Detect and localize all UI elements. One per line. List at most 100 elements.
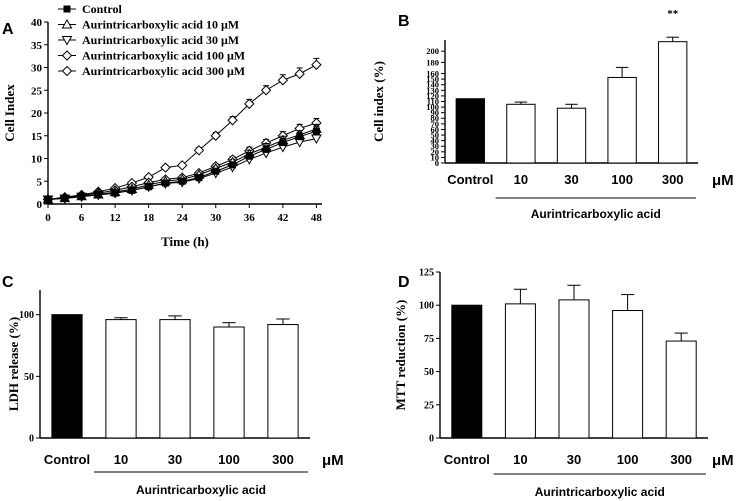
group-label: Aurintricarboxylic acid bbox=[535, 485, 665, 499]
bar-10 bbox=[504, 303, 536, 439]
legend-label: Aurintricarboxylic acid 300 μM bbox=[82, 64, 245, 78]
y-tick-label: 70 bbox=[431, 119, 440, 129]
y-tick-label: 125 bbox=[419, 268, 434, 279]
series-0 bbox=[44, 126, 320, 203]
y-tick-label: 5 bbox=[37, 176, 43, 188]
y-tick-label: 100 bbox=[419, 301, 434, 312]
y-tick-label: 10 bbox=[31, 154, 43, 166]
data-point bbox=[294, 68, 305, 80]
data-point bbox=[260, 85, 272, 96]
y-tick-label: 0 bbox=[29, 434, 34, 445]
data-point bbox=[94, 191, 102, 199]
y-tick-label: 25 bbox=[31, 85, 43, 97]
legend-label: Aurintricarboxylic acid 10 μM bbox=[82, 18, 239, 32]
category-label: 100 bbox=[617, 452, 639, 467]
y-tick-label: 30 bbox=[431, 141, 440, 151]
x-tick-label: 30 bbox=[210, 212, 222, 224]
y-tick-label: 180 bbox=[426, 57, 439, 67]
y-tick-label: 40 bbox=[31, 17, 43, 29]
category-label: Control bbox=[44, 452, 90, 467]
legend-marker bbox=[63, 5, 71, 13]
y-tick-label: 150 bbox=[426, 74, 439, 84]
y-tick-label: 75 bbox=[424, 334, 434, 345]
y-tick-label: 20 bbox=[31, 108, 43, 120]
bar-100 bbox=[612, 310, 644, 439]
unit-label: μM bbox=[322, 452, 344, 469]
data-point bbox=[176, 160, 188, 171]
y-tick-label: 130 bbox=[426, 85, 439, 95]
panel-label: D bbox=[398, 274, 410, 291]
data-point bbox=[160, 162, 171, 173]
y-tick-label: 80 bbox=[431, 113, 440, 123]
data-point bbox=[311, 59, 322, 70]
x-tick-label: 36 bbox=[244, 212, 256, 224]
bar-Control bbox=[451, 304, 483, 439]
y-axis-title: Cell Index bbox=[2, 84, 17, 142]
bar-Control bbox=[51, 314, 83, 439]
bar-30 bbox=[556, 107, 587, 164]
data-point bbox=[262, 145, 270, 153]
category-label: 30 bbox=[168, 452, 182, 467]
data-point bbox=[296, 133, 304, 141]
x-tick-label: 6 bbox=[79, 212, 85, 224]
panel-d-bar-chart: D 0 25 50 75 100 125 MTT reduction (%) Control 10… bbox=[393, 268, 734, 500]
data-point bbox=[178, 177, 186, 185]
data-point bbox=[161, 179, 169, 187]
y-tick-label: 35 bbox=[31, 40, 43, 52]
panel-label: C bbox=[2, 274, 14, 291]
significance-marker: ** bbox=[667, 8, 679, 20]
data-point bbox=[193, 145, 205, 156]
x-tick-label: 0 bbox=[45, 212, 51, 224]
legend-marker bbox=[61, 65, 73, 77]
category-label: Control bbox=[447, 172, 493, 187]
bar-300 bbox=[665, 340, 697, 439]
bar-100 bbox=[607, 76, 637, 164]
y-tick-label: 0 bbox=[37, 199, 43, 211]
bar-300 bbox=[267, 324, 299, 439]
x-axis-title: Time (h) bbox=[161, 234, 209, 249]
data-point bbox=[244, 98, 255, 110]
y-tick-label: 100 bbox=[426, 102, 439, 112]
y-tick-label: 0 bbox=[429, 434, 434, 445]
data-point bbox=[312, 127, 320, 135]
category-label: 10 bbox=[513, 452, 527, 467]
data-point bbox=[311, 134, 322, 144]
category-label: 300 bbox=[272, 452, 294, 467]
category-label: 30 bbox=[564, 172, 578, 187]
y-axis-title: LDH release (%) bbox=[6, 317, 21, 411]
y-tick-label: 0 bbox=[435, 158, 439, 168]
data-point bbox=[245, 152, 253, 160]
legend-label: Aurintricarboxylic acid 100 μM bbox=[82, 49, 245, 63]
x-tick-label: 24 bbox=[177, 212, 189, 224]
y-tick-label: 160 bbox=[426, 69, 439, 79]
legend-label: Aurintricarboxylic acid 30 μM bbox=[82, 33, 239, 47]
category-label: 300 bbox=[670, 452, 692, 467]
y-tick-label: 15 bbox=[31, 131, 43, 143]
category-label: 10 bbox=[114, 452, 128, 467]
category-label: 30 bbox=[567, 452, 581, 467]
unit-label: μM bbox=[712, 172, 734, 189]
data-point bbox=[279, 139, 287, 147]
x-tick-label: 12 bbox=[110, 212, 122, 224]
y-tick-label: 50 bbox=[424, 367, 434, 378]
panel-a-line-chart: A 0 5 10 15 20 25 30 35 40 0 6 12 18 24 30 36 42 48 Time (h… bbox=[2, 2, 322, 249]
legend-marker bbox=[61, 36, 73, 46]
category-label: 300 bbox=[662, 172, 684, 187]
y-tick-label: 100 bbox=[19, 310, 34, 321]
panel-label: B bbox=[398, 13, 410, 30]
y-axis-title: Cell index (%) bbox=[371, 61, 386, 142]
data-point bbox=[195, 174, 203, 182]
y-tick-label: 90 bbox=[431, 108, 440, 118]
y-tick-label: 40 bbox=[431, 136, 440, 146]
panel-b-bar-chart: B010203040506070809010011012013014015016… bbox=[371, 8, 734, 221]
bar-100 bbox=[213, 326, 245, 439]
panel-label: A bbox=[2, 21, 14, 38]
y-tick-label: 110 bbox=[427, 96, 439, 106]
data-point bbox=[128, 186, 136, 194]
data-point bbox=[78, 192, 86, 200]
data-point bbox=[111, 189, 119, 197]
bar-10 bbox=[105, 319, 137, 439]
y-tick-label: 60 bbox=[431, 124, 440, 134]
